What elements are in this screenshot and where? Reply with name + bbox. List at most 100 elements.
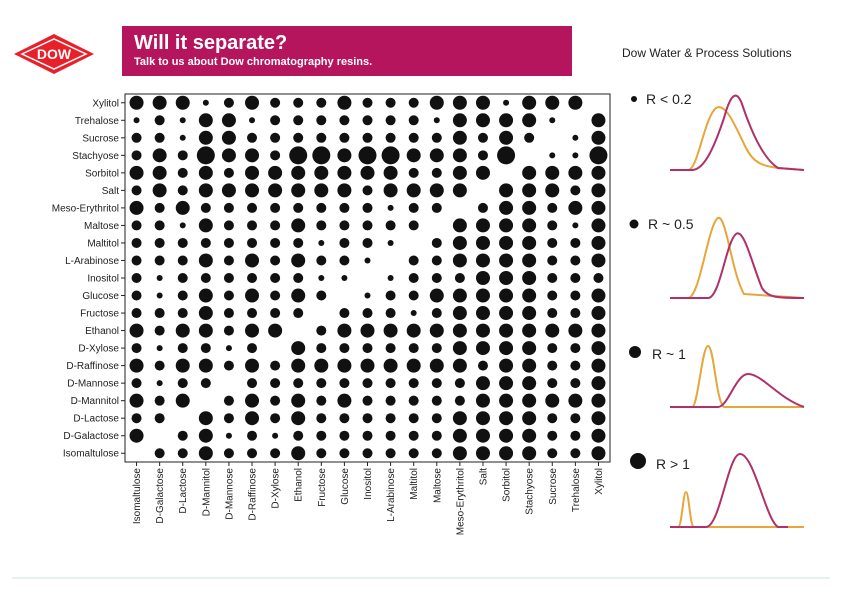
- bubble-point: [318, 239, 325, 246]
- bubble-point: [408, 202, 419, 213]
- bubble-point: [452, 235, 467, 250]
- y-tick-label: Ethanol: [85, 326, 119, 337]
- bubble-point: [131, 185, 142, 196]
- bubble-point: [385, 343, 396, 354]
- bubble-point: [570, 343, 581, 354]
- y-tick-label: Salt: [102, 186, 119, 197]
- y-tick-label: L-Arabinose: [65, 256, 119, 267]
- bubble-point: [387, 275, 394, 281]
- x-tick-label: Salt: [478, 468, 489, 485]
- y-tick-label: Sorbitol: [85, 168, 119, 179]
- y-tick-label: Inositol: [87, 274, 119, 285]
- bubble-point: [200, 237, 211, 248]
- bubble-point: [429, 148, 444, 163]
- bubble-point: [452, 148, 467, 163]
- bubble-point: [410, 310, 417, 317]
- bubble-point: [362, 343, 373, 354]
- bubble-point: [408, 378, 419, 389]
- bubble-point: [152, 148, 167, 163]
- bubble-point: [406, 323, 421, 338]
- bubble-point: [522, 411, 537, 426]
- bubble-point: [452, 446, 467, 461]
- bubble-point: [152, 183, 167, 198]
- bubble-point: [245, 253, 260, 268]
- bubble-point: [249, 117, 256, 124]
- bubble-point: [452, 113, 467, 128]
- bubble-point: [570, 360, 581, 371]
- legend-dot: [629, 219, 639, 229]
- bubble-point: [291, 393, 306, 408]
- bubble-point: [385, 115, 396, 126]
- bubble-point: [154, 448, 165, 459]
- bubble-point: [198, 113, 213, 128]
- bubble-point: [270, 97, 281, 108]
- legend-dot: [629, 346, 641, 358]
- legend-item-1: [628, 88, 808, 174]
- bubble-point: [454, 378, 465, 389]
- bubble-point: [196, 146, 215, 165]
- bubble-point: [499, 235, 514, 250]
- x-tick-label: Isomaltulose: [132, 468, 143, 525]
- bubble-point: [408, 273, 419, 283]
- bubble-point: [129, 428, 144, 443]
- bubble-point: [245, 288, 260, 303]
- bubble-point: [547, 308, 558, 319]
- bubble-point: [568, 95, 583, 110]
- bubble-point: [293, 202, 304, 213]
- bubble-point: [223, 448, 234, 459]
- bubble-point: [198, 218, 213, 233]
- bubble-point: [475, 428, 490, 443]
- bubble-point: [364, 292, 371, 299]
- bubble-point: [223, 360, 234, 371]
- bubble-point: [131, 150, 142, 161]
- bubble-point: [499, 113, 514, 128]
- bubble-point: [198, 428, 213, 443]
- bubble-point: [475, 271, 490, 285]
- bubble-point: [499, 200, 514, 215]
- bubble-point: [291, 218, 306, 233]
- bubble-point: [291, 183, 306, 198]
- bubble-point: [589, 146, 608, 165]
- bubble-point: [475, 411, 490, 426]
- bubble-point: [293, 378, 304, 389]
- bubble-point: [591, 323, 606, 338]
- bubble-point: [337, 183, 352, 198]
- bubble-point: [200, 343, 211, 354]
- bubble-point: [568, 165, 583, 180]
- bubble-point: [245, 148, 260, 163]
- bubble-point: [293, 273, 304, 283]
- bubble-point: [503, 99, 510, 106]
- bubble-point: [223, 413, 234, 424]
- bubble-point: [247, 237, 258, 248]
- bubble-point: [129, 200, 144, 215]
- y-tick-label: D-Xylose: [78, 344, 119, 355]
- legend-dot: [630, 453, 646, 469]
- x-tick-label: Fructose: [317, 468, 328, 507]
- bubble-point: [522, 428, 537, 443]
- bubble-point: [198, 446, 213, 461]
- bubble-point: [131, 273, 142, 283]
- bubble-point: [223, 202, 234, 213]
- bubble-point: [247, 132, 258, 143]
- bubble-point: [225, 432, 232, 439]
- bubble-point: [522, 218, 537, 233]
- bubble-point: [339, 378, 350, 389]
- bubble-point: [522, 183, 537, 198]
- bubble-point: [522, 95, 537, 110]
- bubble-point: [452, 428, 467, 443]
- legend-label-4: R > 1: [656, 456, 690, 472]
- bubble-point: [591, 358, 606, 373]
- bubble-point: [452, 183, 467, 198]
- bubble-point: [316, 290, 327, 301]
- bubble-point: [591, 235, 606, 250]
- bubble-point: [591, 183, 606, 198]
- bubble-point: [591, 253, 606, 268]
- x-tick-label: D-Xylose: [271, 468, 282, 509]
- bubble-point: [175, 358, 190, 373]
- bubble-point: [454, 395, 465, 406]
- bubble-point: [431, 237, 442, 248]
- bubble-point: [223, 220, 234, 231]
- bubble-point: [570, 413, 581, 424]
- bubble-point: [198, 411, 213, 426]
